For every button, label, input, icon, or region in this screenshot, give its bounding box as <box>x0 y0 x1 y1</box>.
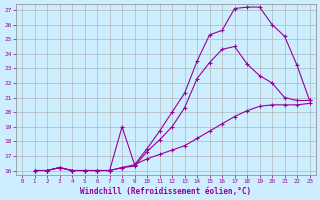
X-axis label: Windchill (Refroidissement éolien,°C): Windchill (Refroidissement éolien,°C) <box>80 187 252 196</box>
